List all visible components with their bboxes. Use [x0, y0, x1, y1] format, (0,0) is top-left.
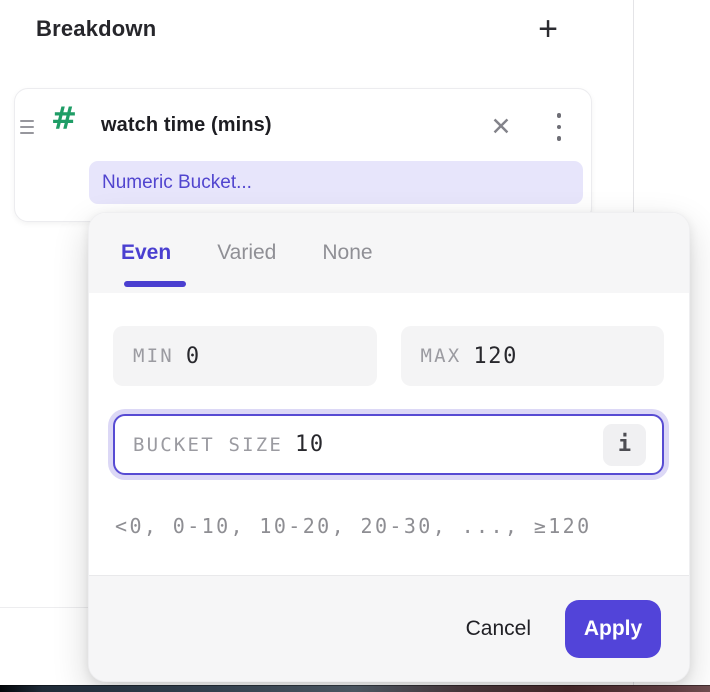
- section-title: Breakdown: [36, 16, 157, 41]
- max-field[interactable]: MAX 120: [400, 326, 664, 386]
- bucket-preview-text: <0, 0-10, 10-20, 20-30, ..., ≥120: [115, 514, 592, 538]
- bucket-size-value: 10: [295, 432, 325, 457]
- info-icon: i: [617, 432, 632, 457]
- tab-none[interactable]: None: [322, 241, 373, 264]
- more-options-button[interactable]: [541, 109, 577, 145]
- info-button[interactable]: i: [603, 423, 646, 466]
- apply-button[interactable]: Apply: [565, 599, 661, 658]
- bucket-mode-tabs: Even Varied None: [89, 213, 689, 293]
- tab-varied[interactable]: Varied: [217, 241, 277, 264]
- plus-icon: +: [538, 9, 558, 48]
- breakdown-card: # watch time (mins) ✕ Numeric Bucket...: [14, 88, 592, 222]
- numeric-property-icon: #: [51, 101, 77, 137]
- numeric-bucket-pill[interactable]: Numeric Bucket...: [89, 161, 583, 204]
- remove-breakdown-button[interactable]: ✕: [483, 109, 519, 145]
- numeric-bucket-label: Numeric Bucket...: [102, 171, 252, 193]
- popover-footer: Cancel Apply: [89, 575, 689, 681]
- tab-even[interactable]: Even: [121, 241, 172, 264]
- bucketing-popover: Even Varied None MIN 0 MAX 120 BUCKET SI…: [88, 212, 690, 682]
- min-max-row: MIN 0 MAX 120: [113, 326, 664, 386]
- cancel-button[interactable]: Cancel: [465, 616, 531, 640]
- background-divider: [0, 607, 89, 608]
- bucket-size-field[interactable]: BUCKET SIZE 10 i: [113, 414, 664, 475]
- close-icon: ✕: [490, 113, 512, 141]
- max-value: 120: [473, 343, 518, 369]
- min-value: 0: [185, 343, 201, 369]
- add-breakdown-button[interactable]: +: [528, 6, 568, 52]
- property-name: watch time (mins): [101, 114, 272, 136]
- active-tab-indicator: [124, 281, 186, 287]
- max-label: MAX: [420, 345, 462, 367]
- min-label: MIN: [133, 345, 174, 367]
- bucket-size-label: BUCKET SIZE: [133, 433, 284, 456]
- drag-handle-icon[interactable]: [20, 120, 34, 134]
- min-field[interactable]: MIN 0: [113, 326, 377, 386]
- kebab-menu-icon: [556, 113, 562, 141]
- chart-edge-strip: [0, 685, 710, 692]
